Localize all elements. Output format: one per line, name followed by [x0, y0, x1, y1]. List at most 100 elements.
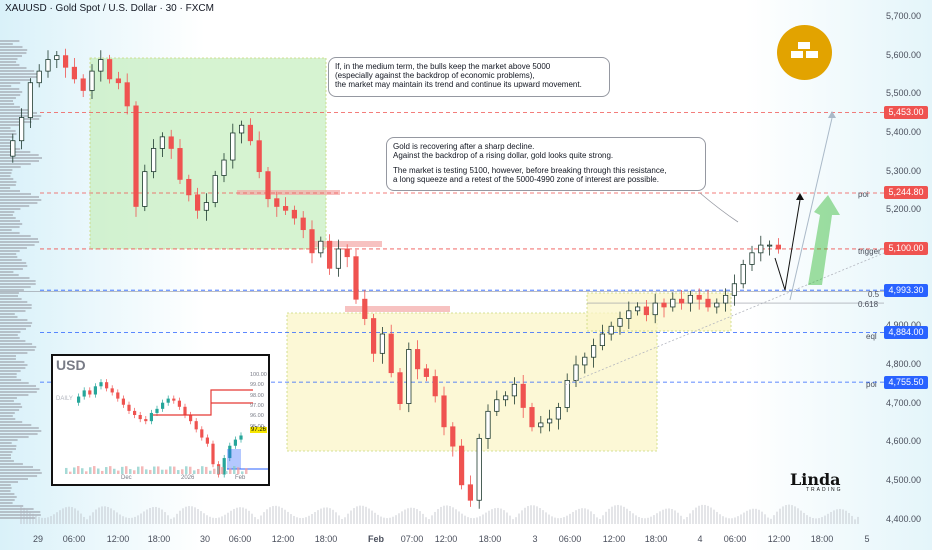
candle-body	[133, 105, 139, 207]
inset-candle-body	[200, 429, 204, 438]
level-price-tag: 5,244.80	[884, 186, 928, 200]
volume-bar	[317, 510, 319, 524]
candle-body	[10, 140, 16, 157]
volume-bar	[140, 513, 142, 524]
volume-bar	[650, 516, 652, 524]
inset-title: USD	[56, 357, 86, 373]
inset-volume-bar	[173, 466, 176, 474]
volume-bar	[125, 517, 127, 524]
volume-profile-bar	[0, 418, 16, 420]
inset-candle-body	[205, 437, 209, 444]
volume-bar	[818, 518, 820, 524]
volume-bar	[119, 514, 121, 524]
volume-bar	[446, 505, 448, 524]
volume-bar	[665, 508, 667, 524]
volume-bar	[137, 515, 139, 524]
candle-body	[467, 484, 474, 501]
volume-profile-bar	[0, 343, 33, 345]
inset-volume-bar	[165, 469, 168, 474]
volume-bar	[464, 515, 466, 524]
volume-bar	[239, 507, 241, 524]
volume-bar	[443, 505, 445, 524]
volume-profile-bar	[0, 61, 17, 63]
candle-body	[555, 407, 562, 420]
volume-bar	[218, 517, 220, 524]
candle-body	[27, 82, 34, 118]
inset-volume-bar	[229, 468, 232, 474]
volume-profile-bar	[0, 472, 42, 474]
volume-profile-bar	[0, 400, 14, 402]
volume-profile-bar	[0, 487, 12, 489]
volume-bar	[527, 506, 529, 524]
candle-body	[652, 302, 658, 316]
volume-bar	[533, 505, 535, 524]
volume-bar	[584, 508, 586, 524]
volume-profile-bar	[0, 394, 29, 396]
volume-profile-bar	[0, 451, 13, 453]
candle-body	[494, 399, 500, 412]
volume-bar	[71, 507, 73, 524]
volume-profile-bar	[0, 307, 32, 309]
volume-bar	[521, 510, 523, 524]
volume-bar	[428, 519, 430, 524]
volume-profile-bar	[0, 361, 25, 363]
time-tick-label: 4	[697, 534, 703, 544]
volume-bar	[710, 507, 712, 524]
volume-bar	[557, 518, 559, 524]
volume-profile-bar	[0, 271, 14, 273]
volume-profile-bar	[0, 397, 17, 399]
inset-volume-bar	[109, 466, 112, 474]
volume-bar	[347, 513, 349, 524]
volume-bar	[548, 514, 550, 524]
volume-profile-bar	[0, 187, 11, 189]
volume-bar	[89, 515, 91, 524]
volume-bar	[26, 509, 28, 524]
volume-bar	[821, 517, 823, 524]
volume-bar	[506, 512, 508, 524]
volume-bar	[752, 508, 754, 524]
volume-profile-bar	[0, 502, 13, 504]
candle-body	[344, 248, 350, 258]
volume-profile-bar	[0, 301, 28, 303]
volume-bar	[368, 508, 370, 524]
volume-bar	[161, 509, 163, 524]
volume-bar	[512, 519, 514, 524]
volume-bar	[857, 516, 859, 524]
volume-bar	[623, 506, 625, 524]
volume-profile-bar	[0, 334, 18, 336]
volume-bar	[416, 509, 418, 524]
inset-volume-bar	[145, 469, 148, 474]
inset-volume-bar	[241, 471, 244, 474]
inset-volume-bar	[193, 470, 196, 474]
candle-body	[432, 376, 438, 397]
volume-bar	[320, 508, 322, 524]
inset-candle-body	[116, 392, 120, 399]
volume-profile-bar	[0, 325, 31, 327]
time-tick-label: 06:00	[228, 534, 252, 544]
candle-body	[309, 229, 315, 254]
volume-bar	[632, 513, 634, 524]
inset-y-tick: 100.00	[250, 372, 267, 378]
inset-candle-body	[105, 382, 109, 389]
volume-profile-bar	[0, 286, 31, 288]
volume-profile-bar	[0, 157, 42, 159]
volume-bar	[644, 518, 646, 524]
candle-body	[194, 194, 201, 211]
inset-candle-body	[166, 398, 170, 403]
volume-profile-bar	[0, 190, 20, 192]
volume-profile-bar	[0, 235, 31, 237]
volume-bar	[716, 511, 718, 524]
volume-profile-bar	[0, 373, 17, 375]
inset-volume-bar	[101, 470, 104, 474]
volume-bar	[851, 515, 853, 524]
trigger-label: trigger	[858, 247, 881, 256]
candle-body	[617, 318, 623, 327]
volume-bar	[845, 510, 847, 524]
inset-x-tick: Dec	[121, 475, 132, 481]
inset-volume-bar	[201, 466, 204, 474]
inset-candle-body	[133, 410, 137, 415]
volume-profile-bar	[0, 76, 39, 78]
volume-bar	[551, 516, 553, 524]
volume-profile-bar	[0, 268, 23, 270]
